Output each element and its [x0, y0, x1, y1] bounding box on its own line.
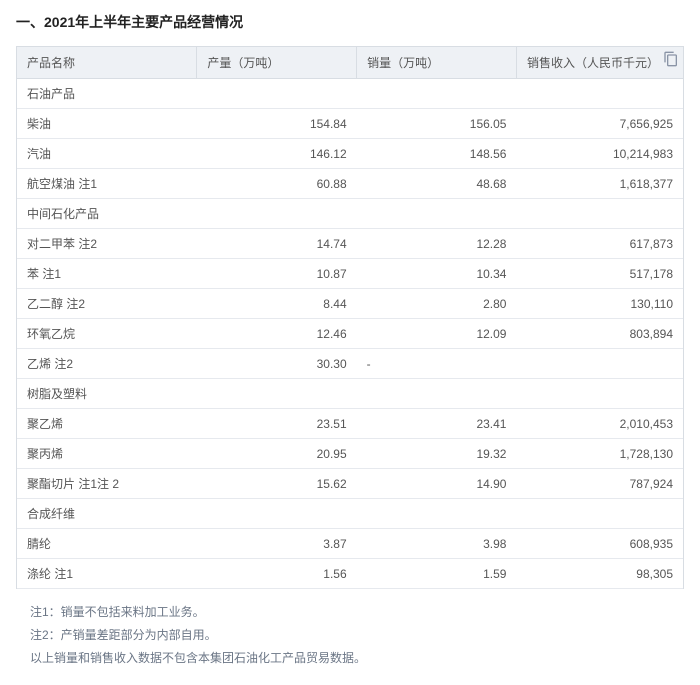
cell-production: 23.51: [197, 409, 357, 439]
cell-revenue: 1,728,130: [516, 439, 683, 469]
cell-revenue: 1,618,377: [516, 169, 683, 199]
cell-name: 航空煤油 注1: [17, 169, 197, 199]
category-row: 石油产品: [17, 79, 683, 109]
cell-name: 汽油: [17, 139, 197, 169]
cell-name: 腈纶: [17, 529, 197, 559]
cell-revenue: 517,178: [516, 259, 683, 289]
copy-icon[interactable]: [663, 51, 679, 67]
cell-revenue: [516, 349, 683, 379]
table-row: 对二甲苯 注214.7412.28617,873: [17, 229, 683, 259]
footnote-2: 注2：产销量差距部分为内部自用。: [30, 624, 684, 647]
cell-name: 环氧乙烷: [17, 319, 197, 349]
table-row: 聚酯切片 注1注 215.6214.90787,924: [17, 469, 683, 499]
category-cell: 中间石化产品: [17, 199, 683, 229]
cell-name: 对二甲苯 注2: [17, 229, 197, 259]
cell-name: 聚丙烯: [17, 439, 197, 469]
footnote-3: 以上销量和销售收入数据不包含本集团石油化工产品贸易数据。: [30, 647, 684, 670]
cell-production: 20.95: [197, 439, 357, 469]
cell-sales: 14.90: [357, 469, 517, 499]
cell-production: 1.56: [197, 559, 357, 589]
cell-revenue: 7,656,925: [516, 109, 683, 139]
cell-name: 乙二醇 注2: [17, 289, 197, 319]
cell-production: 12.46: [197, 319, 357, 349]
cell-production: 15.62: [197, 469, 357, 499]
cell-sales: 12.28: [357, 229, 517, 259]
table-header-row: 产品名称 产量（万吨） 销量（万吨） 销售收入（人民币千元）: [17, 47, 683, 79]
category-cell: 树脂及塑料: [17, 379, 683, 409]
cell-sales: 148.56: [357, 139, 517, 169]
cell-revenue: 130,110: [516, 289, 683, 319]
category-row: 树脂及塑料: [17, 379, 683, 409]
footnotes: 注1：销量不包括来料加工业务。 注2：产销量差距部分为内部自用。 以上销量和销售…: [16, 601, 684, 669]
cell-production: 154.84: [197, 109, 357, 139]
col-header-sales: 销量（万吨）: [357, 47, 517, 79]
table-row: 聚丙烯20.9519.321,728,130: [17, 439, 683, 469]
table-row: 乙烯 注230.30-: [17, 349, 683, 379]
cell-sales: 48.68: [357, 169, 517, 199]
col-header-rev: 销售收入（人民币千元）: [516, 47, 683, 79]
cell-production: 30.30: [197, 349, 357, 379]
cell-name: 聚酯切片 注1注 2: [17, 469, 197, 499]
cell-sales: 1.59: [357, 559, 517, 589]
table-row: 乙二醇 注28.442.80130,110: [17, 289, 683, 319]
category-cell: 石油产品: [17, 79, 683, 109]
cell-revenue: 803,894: [516, 319, 683, 349]
cell-production: 3.87: [197, 529, 357, 559]
cell-sales: -: [357, 349, 517, 379]
cell-name: 聚乙烯: [17, 409, 197, 439]
table-row: 柴油154.84156.057,656,925: [17, 109, 683, 139]
cell-production: 146.12: [197, 139, 357, 169]
table-container: 产品名称 产量（万吨） 销量（万吨） 销售收入（人民币千元） 石油产品柴油154…: [16, 46, 684, 589]
footnote-1: 注1：销量不包括来料加工业务。: [30, 601, 684, 624]
cell-sales: 10.34: [357, 259, 517, 289]
cell-name: 乙烯 注2: [17, 349, 197, 379]
col-header-prod: 产量（万吨）: [197, 47, 357, 79]
cell-name: 苯 注1: [17, 259, 197, 289]
cell-revenue: 98,305: [516, 559, 683, 589]
cell-sales: 19.32: [357, 439, 517, 469]
table-row: 聚乙烯23.5123.412,010,453: [17, 409, 683, 439]
cell-sales: 23.41: [357, 409, 517, 439]
category-row: 合成纤维: [17, 499, 683, 529]
cell-revenue: 10,214,983: [516, 139, 683, 169]
cell-sales: 12.09: [357, 319, 517, 349]
table-row: 腈纶3.873.98608,935: [17, 529, 683, 559]
category-cell: 合成纤维: [17, 499, 683, 529]
category-row: 中间石化产品: [17, 199, 683, 229]
cell-revenue: 2,010,453: [516, 409, 683, 439]
cell-production: 8.44: [197, 289, 357, 319]
product-table: 产品名称 产量（万吨） 销量（万吨） 销售收入（人民币千元） 石油产品柴油154…: [17, 47, 683, 589]
cell-revenue: 608,935: [516, 529, 683, 559]
cell-revenue: 617,873: [516, 229, 683, 259]
cell-production: 60.88: [197, 169, 357, 199]
cell-name: 涤纶 注1: [17, 559, 197, 589]
table-row: 苯 注110.8710.34517,178: [17, 259, 683, 289]
table-row: 航空煤油 注160.8848.681,618,377: [17, 169, 683, 199]
cell-sales: 2.80: [357, 289, 517, 319]
table-row: 环氧乙烷12.4612.09803,894: [17, 319, 683, 349]
cell-name: 柴油: [17, 109, 197, 139]
table-row: 涤纶 注11.561.5998,305: [17, 559, 683, 589]
cell-sales: 3.98: [357, 529, 517, 559]
cell-production: 10.87: [197, 259, 357, 289]
cell-revenue: 787,924: [516, 469, 683, 499]
section-title: 一、2021年上半年主要产品经营情况: [16, 12, 684, 32]
table-row: 汽油146.12148.5610,214,983: [17, 139, 683, 169]
cell-sales: 156.05: [357, 109, 517, 139]
cell-production: 14.74: [197, 229, 357, 259]
col-header-name: 产品名称: [17, 47, 197, 79]
